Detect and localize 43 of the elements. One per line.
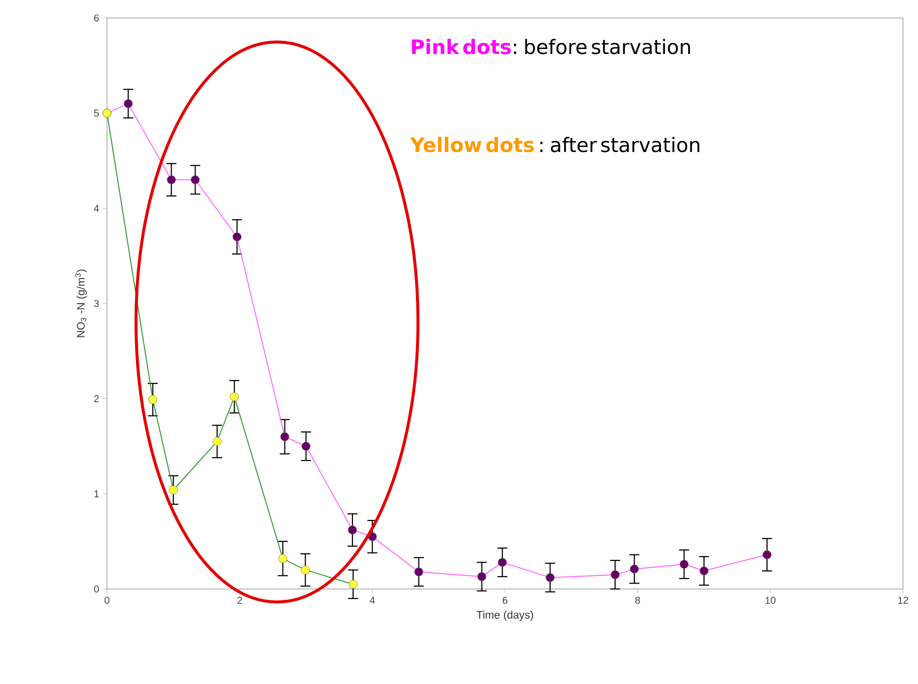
point [680,560,689,569]
point [498,558,507,567]
x-tick-label: 12 [898,596,908,604]
point [414,567,424,576]
point [278,554,288,563]
x-axis-title: Time (days) [476,610,534,621]
point [232,232,242,242]
y-tick-label: 5 [94,110,99,117]
point [348,526,357,534]
x-tick-label: 6 [502,596,508,604]
y-tick-label: 6 [94,14,99,22]
annotation: Pink dots [412,38,511,54]
annotation: : before starvation [514,38,690,54]
annotation: Yellow dots [410,136,534,152]
point [700,566,708,576]
y-tick-label: 4 [94,204,99,212]
annotation: : after starvation [540,136,700,152]
point [610,570,620,580]
y-tick-label: 3 [94,300,99,308]
point [302,442,310,451]
point [230,392,239,402]
y-tick-label: 2 [94,395,99,402]
point [280,432,290,442]
point [300,566,310,574]
point [348,580,358,589]
x-tick-label: 4 [370,596,375,604]
y-tick-label: 0 [94,585,99,593]
x-tick-label: 8 [635,596,640,604]
point [124,99,133,108]
point [168,486,178,494]
x-tick-label: 10 [766,596,776,604]
point [762,550,772,560]
y-axis-title: NO$_{3}$ -N (g/m$^{3}$) [75,270,87,338]
y-tick-label: 1 [94,490,99,498]
point [190,175,200,184]
point [148,395,158,404]
x-tick-label: 2 [237,596,242,604]
x-tick-label: 0 [104,596,110,604]
point [546,573,555,582]
point [477,572,486,582]
point [212,437,222,446]
point [630,564,639,574]
point [166,175,176,184]
